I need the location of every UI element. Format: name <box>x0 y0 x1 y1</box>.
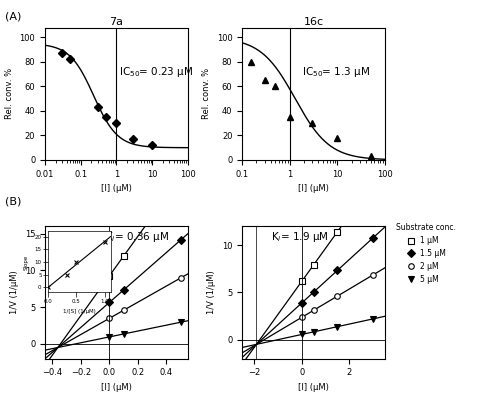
Y-axis label: Rel. conv. %: Rel. conv. % <box>5 68 14 119</box>
1 μM <box>298 279 304 284</box>
Title: 7a: 7a <box>110 17 124 27</box>
1.5 μM <box>370 236 376 240</box>
Y-axis label: 1/V (1/μM): 1/V (1/μM) <box>208 270 216 314</box>
Line: 1.5 μM: 1.5 μM <box>299 235 376 306</box>
1.5 μM <box>310 290 316 295</box>
Text: K$_i$= 0.36 μM: K$_i$= 0.36 μM <box>105 230 169 244</box>
Text: IC$_{50}$= 1.3 μM: IC$_{50}$= 1.3 μM <box>302 65 370 79</box>
1 μM <box>310 262 316 267</box>
2 μM <box>310 308 316 313</box>
Y-axis label: 1/V (1/μM): 1/V (1/μM) <box>10 270 19 314</box>
5 μM <box>298 332 304 337</box>
2 μM <box>298 315 304 320</box>
Text: IC$_{50}$= 0.23 μM: IC$_{50}$= 0.23 μM <box>120 65 194 79</box>
Line: 5 μM: 5 μM <box>299 316 376 337</box>
2 μM <box>334 294 340 299</box>
1.5 μM <box>334 268 340 273</box>
5 μM <box>310 329 316 334</box>
X-axis label: [I] (μM): [I] (μM) <box>101 383 132 392</box>
Y-axis label: Rel. conv. %: Rel. conv. % <box>202 68 211 119</box>
Title: 16c: 16c <box>304 17 324 27</box>
1.5 μM <box>298 301 304 305</box>
Text: K$_i$= 1.9 μM: K$_i$= 1.9 μM <box>270 230 328 244</box>
Text: (A): (A) <box>5 12 21 22</box>
X-axis label: [I] (μM): [I] (μM) <box>298 184 329 193</box>
X-axis label: [I] (μM): [I] (μM) <box>298 383 329 392</box>
X-axis label: [I] (μM): [I] (μM) <box>101 184 132 193</box>
1 μM <box>334 229 340 234</box>
Text: (B): (B) <box>5 197 21 207</box>
5 μM <box>370 316 376 321</box>
2 μM <box>370 273 376 277</box>
Line: 2 μM: 2 μM <box>299 272 376 320</box>
Line: 1 μM: 1 μM <box>299 229 340 284</box>
Legend: 1 μM, 1.5 μM, 2 μM, 5 μM: 1 μM, 1.5 μM, 2 μM, 5 μM <box>396 223 456 284</box>
5 μM <box>334 324 340 329</box>
